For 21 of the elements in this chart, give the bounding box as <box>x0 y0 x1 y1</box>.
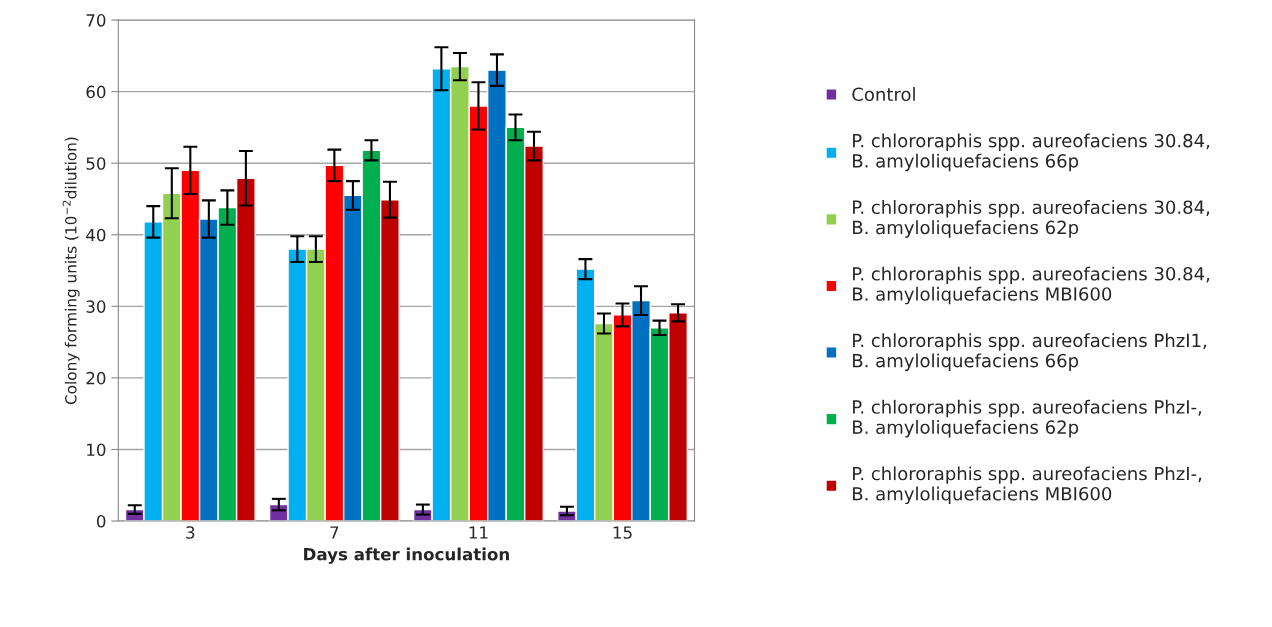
y-axis-title: Colony forming units (10$^{−2}$dilution) <box>62 137 80 405</box>
y-tick-label: 60 <box>86 85 106 99</box>
x-tick-label: 7 <box>330 526 339 539</box>
legend-label: P. chlororaphis spp. aureofaciens 30.84, B. amyloliquefaciens MBI600 <box>853 266 1210 305</box>
x-tick-label: 11 <box>469 526 488 539</box>
x-axis-title: Days after inoculation <box>304 547 509 564</box>
y-tick-label: 20 <box>86 371 106 385</box>
y-tick-label: 10 <box>87 443 106 457</box>
y-tick-label: 30 <box>86 300 106 313</box>
legend-label: P. chlororaphis spp. aureofaciens 30.84, B. amyloliquefaciens 66p <box>853 133 1210 172</box>
legend-label: Control <box>852 87 915 102</box>
legend-label: P. chlororaphis spp. aureofaciens PhzI-, B. amyloliquefaciens 62p <box>853 399 1202 438</box>
x-tick-label: 15 <box>613 526 632 539</box>
y-tick-label: 0 <box>96 515 106 528</box>
y-tick-label: 50 <box>86 157 106 170</box>
legend-label: P. chlororaphis spp. aureofaciens PhzI1, B. amyloliquefaciens 66p <box>853 333 1207 371</box>
legend-label: P. chlororaphis spp. aureofaciens PhzI-, B. amyloliquefaciens MBI600 <box>853 466 1202 505</box>
legend-label: P. chlororaphis spp. aureofaciens 30.84, B. amyloliquefaciens 62p <box>853 200 1210 238</box>
y-tick-label: 40 <box>86 228 106 242</box>
y-tick-label: 70 <box>86 14 106 27</box>
x-tick-label: 3 <box>186 526 195 539</box>
